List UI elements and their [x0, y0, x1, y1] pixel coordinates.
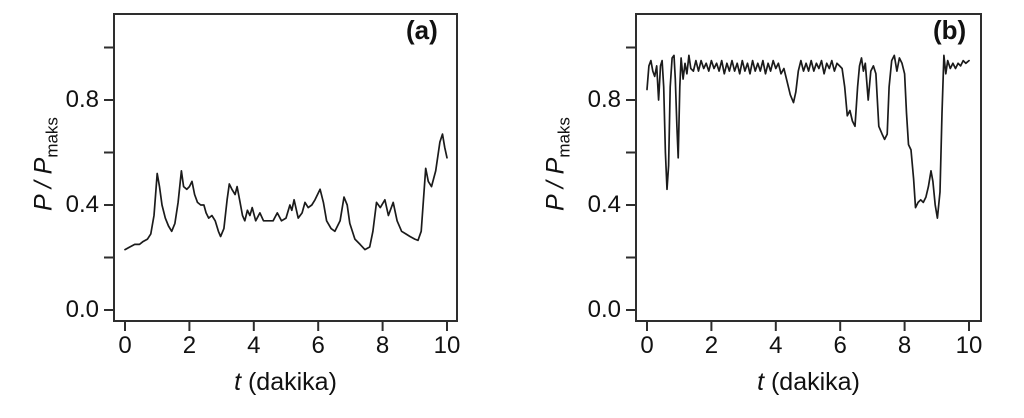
plot-border	[113, 13, 458, 322]
y-tick-label: 0.0	[587, 296, 621, 323]
x-axis-title: t (dakika)	[113, 368, 458, 397]
x-axis-title-variable: t	[757, 368, 765, 396]
y-axis-title-subscript: maks	[42, 117, 62, 158]
x-tick-label: 6	[833, 332, 847, 359]
y-tick-label: 0.4	[587, 191, 621, 218]
y-tick-label: 0.8	[587, 86, 621, 113]
x-tick-label: 4	[247, 332, 261, 359]
plot-area-a	[104, 13, 458, 331]
x-tick-label: 2	[182, 332, 197, 359]
chart-canvas	[626, 13, 982, 331]
x-axis-title-unit: (dakika)	[764, 368, 860, 396]
data-line	[646, 54, 970, 219]
panel-b: P / Pmaks (b) t (dakika) 0 2 4 6 8 10 0.0 0.4 0.…	[512, 0, 1024, 418]
x-tick-label: 10	[433, 332, 461, 359]
data-line	[124, 133, 448, 251]
plot-border	[635, 13, 982, 322]
x-tick-label: 8	[897, 332, 912, 359]
y-tick-label: 0.4	[65, 191, 99, 218]
panel-label-b: (b)	[933, 15, 967, 45]
x-tick-label: 0	[118, 332, 132, 359]
x-tick-label: 2	[704, 332, 719, 359]
plot-area-b	[626, 13, 982, 331]
x-axis-title-variable: t	[234, 368, 242, 396]
x-axis-title: t (dakika)	[635, 368, 982, 397]
y-tick-label: 0.0	[65, 296, 99, 323]
x-tick-label: 4	[769, 332, 783, 359]
panel-label-a: (a)	[406, 15, 438, 45]
chart-canvas	[104, 13, 458, 331]
x-tick-label: 6	[311, 332, 325, 359]
y-tick-label: 0.8	[65, 86, 99, 113]
y-axis-title-subscript: maks	[554, 117, 574, 158]
panel-a: P / Pmaks (a) t (dakika) 0 2 4 6 8 10 0.0 0.4 0.…	[30, 13, 461, 397]
x-tick-label: 8	[375, 332, 390, 359]
x-axis-title-unit: (dakika)	[241, 368, 337, 396]
x-tick-label: 10	[955, 332, 983, 359]
x-tick-label: 0	[640, 332, 654, 359]
